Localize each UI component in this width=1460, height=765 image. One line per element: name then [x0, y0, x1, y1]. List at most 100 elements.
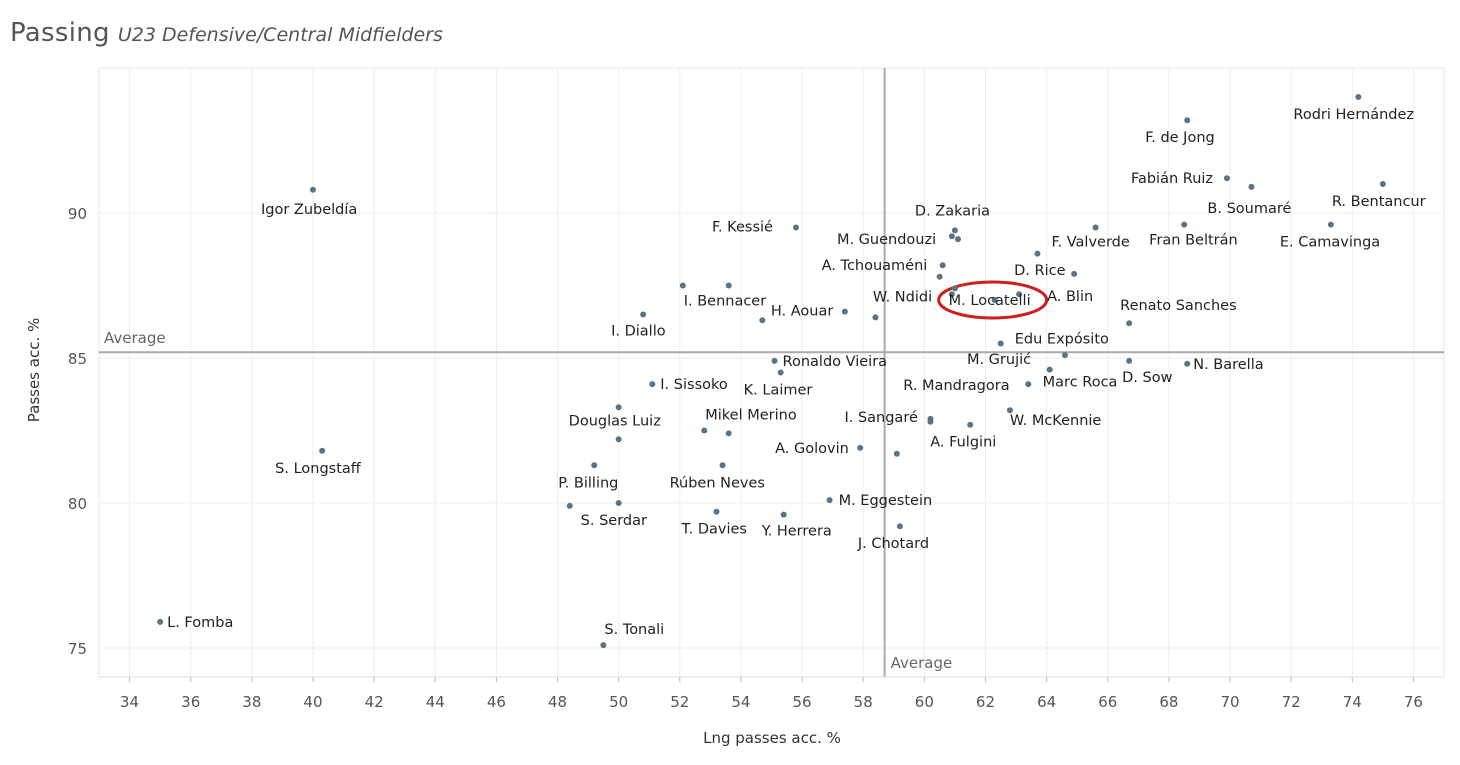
x-tick-label: 48	[548, 693, 567, 711]
data-label: Mikel Merino	[705, 408, 797, 424]
x-tick-label: 34	[120, 693, 139, 711]
data-points	[157, 94, 1386, 649]
data-label: S. Longstaff	[275, 461, 362, 477]
data-point	[600, 642, 607, 649]
data-label: S. Tonali	[604, 622, 664, 638]
data-point	[1248, 183, 1255, 190]
data-point	[1046, 366, 1053, 373]
data-label: A. Fulgini	[930, 435, 996, 451]
data-label: T. Davies	[680, 522, 747, 538]
x-tick-label: 36	[181, 693, 200, 711]
data-label: A. Tchouaméni	[822, 258, 928, 274]
data-label: R. Mandragora	[903, 378, 1009, 394]
x-tick-label: 74	[1343, 693, 1362, 711]
data-point	[991, 297, 998, 303]
data-label: W. McKennie	[1010, 413, 1101, 429]
data-point	[1126, 357, 1133, 364]
x-tick-label: 76	[1404, 693, 1423, 711]
data-label: L. Fomba	[167, 615, 233, 631]
data-point	[1034, 250, 1041, 257]
data-label: D. Rice	[1014, 263, 1065, 279]
highlight-layer	[937, 280, 1049, 320]
data-point	[1355, 94, 1362, 100]
data-label: A. Golovin	[775, 441, 849, 457]
data-point	[927, 418, 934, 425]
data-point	[1223, 175, 1230, 182]
chart-title: Passing	[10, 18, 110, 48]
data-point	[701, 427, 708, 434]
x-tick-label: 38	[242, 693, 261, 711]
data-point	[566, 502, 573, 509]
data-label: I. Bennacer	[684, 294, 767, 310]
y-tick-label: 85	[68, 350, 87, 368]
data-label: Fran Beltrán	[1149, 233, 1238, 249]
data-point	[1327, 221, 1334, 228]
data-point	[893, 450, 900, 457]
x-tick-label: 50	[609, 693, 628, 711]
axes: 34 36 38 40 42 44 46 48 50 52 54 56 58 60 62 64 66 68 70 72…	[68, 205, 1444, 711]
data-label: Y. Herrera	[761, 524, 832, 540]
data-label: H. Aouar	[771, 304, 833, 320]
data-label: J. Chotard	[857, 536, 929, 552]
data-point	[640, 311, 647, 318]
data-point	[1071, 270, 1078, 277]
data-point	[939, 262, 946, 269]
data-label: S. Serdar	[581, 513, 647, 529]
data-label: Ronaldo Vieira	[783, 354, 888, 370]
chart-subtitle: U23 Defensive/Central Midfielders	[117, 24, 443, 46]
data-point	[841, 308, 848, 315]
x-tick-label: 46	[487, 693, 506, 711]
data-point	[771, 357, 778, 364]
data-label: F. Valverde	[1052, 235, 1130, 251]
x-axis-label: Lng passes acc. %	[703, 729, 841, 747]
data-point	[157, 618, 164, 625]
data-label: F. Kessié	[712, 220, 773, 236]
data-point	[1126, 320, 1133, 327]
data-point	[591, 462, 598, 469]
data-label: Edu Expósito	[1015, 332, 1109, 348]
y-average-label: Average	[104, 329, 166, 347]
data-point	[615, 404, 622, 411]
x-tick-label: 56	[793, 693, 812, 711]
data-label: Douglas Luiz	[569, 413, 661, 429]
data-point	[826, 497, 833, 504]
data-label: Rodri Hernández	[1293, 107, 1414, 123]
data-point	[896, 523, 903, 530]
data-point	[615, 500, 622, 506]
data-point	[1006, 407, 1013, 414]
x-average-label: Average	[891, 654, 953, 672]
data-point	[319, 447, 326, 454]
data-point	[1016, 291, 1023, 298]
data-label: R. Bentancur	[1332, 194, 1426, 210]
x-tick-label: 66	[1098, 693, 1117, 711]
data-label: I. Sissoko	[660, 377, 728, 393]
data-label: M. Locatelli	[949, 293, 1031, 309]
data-point	[713, 508, 720, 515]
data-point	[1025, 381, 1032, 388]
data-label: I. Sangaré	[844, 410, 918, 426]
data-label: B. Soumaré	[1207, 201, 1291, 217]
x-tick-label: 60	[915, 693, 934, 711]
data-point	[1379, 181, 1386, 187]
data-point	[1092, 224, 1099, 231]
data-label: Fabián Ruiz	[1131, 171, 1213, 187]
x-tick-label: 54	[731, 693, 750, 711]
x-tick-label: 64	[1037, 693, 1056, 711]
data-point	[679, 282, 686, 289]
data-point	[948, 233, 955, 240]
data-point	[954, 236, 961, 243]
x-tick-label: 72	[1282, 693, 1301, 711]
grid	[98, 67, 1445, 678]
data-label: I. Diallo	[611, 324, 666, 340]
y-tick-label: 80	[68, 495, 87, 513]
highlight-ellipse	[937, 280, 1049, 320]
x-tick-label: 58	[854, 693, 873, 711]
x-tick-label: 70	[1220, 693, 1239, 711]
data-point	[936, 273, 943, 280]
data-point	[780, 511, 787, 518]
data-point	[1181, 221, 1188, 228]
data-label: Renato Sanches	[1120, 298, 1237, 314]
data-label: Rúben Neves	[670, 475, 765, 491]
y-tick-label: 75	[68, 640, 87, 658]
data-label: P. Billing	[558, 475, 618, 491]
